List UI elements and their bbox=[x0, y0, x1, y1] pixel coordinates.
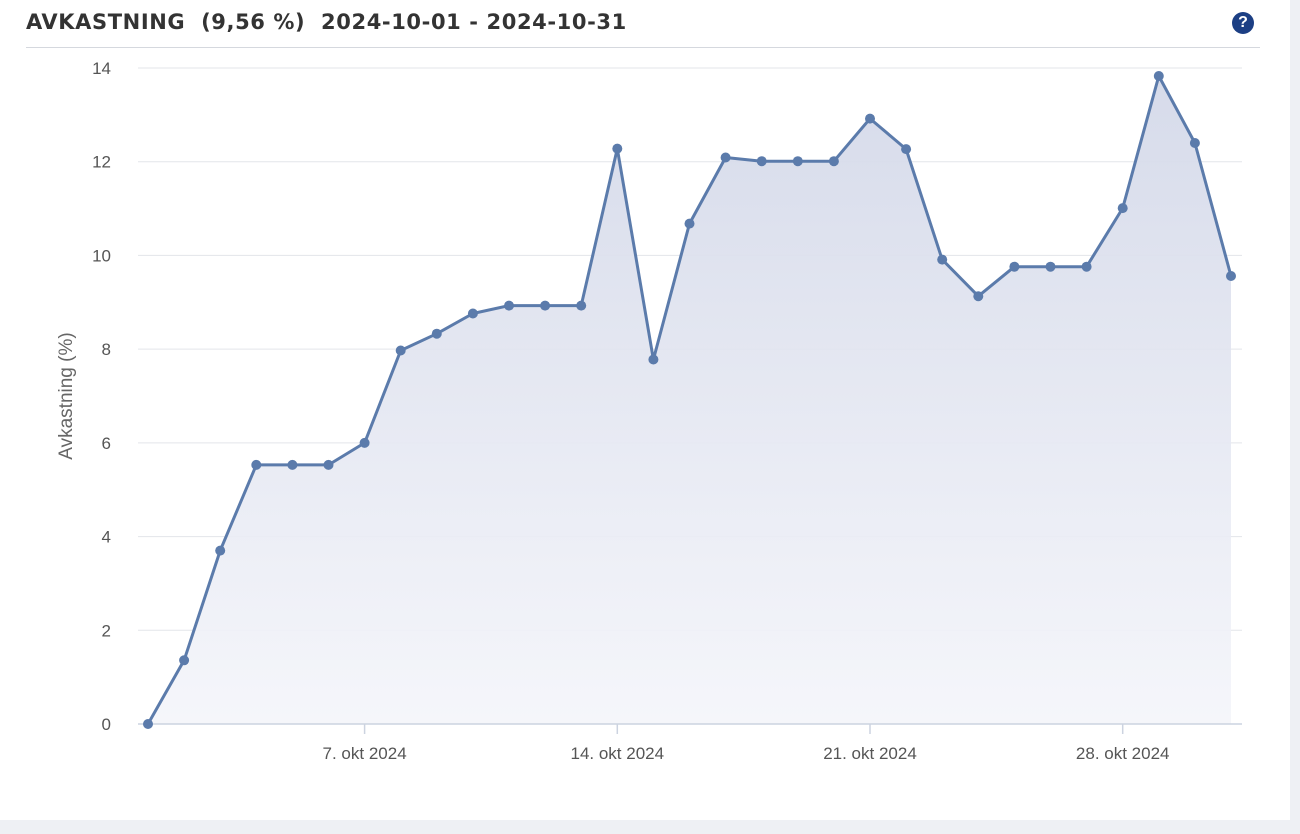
x-tick-label: 28. okt 2024 bbox=[1076, 744, 1170, 763]
data-point[interactable] bbox=[828, 156, 839, 167]
data-point[interactable] bbox=[612, 143, 623, 154]
data-point[interactable] bbox=[973, 291, 984, 302]
y-tick-label: 2 bbox=[102, 621, 111, 640]
data-point[interactable] bbox=[179, 655, 190, 666]
data-point[interactable] bbox=[504, 300, 514, 311]
data-point[interactable] bbox=[720, 152, 731, 163]
data-point[interactable] bbox=[1117, 203, 1128, 214]
data-point[interactable] bbox=[937, 254, 948, 265]
points-layer[interactable] bbox=[143, 71, 1236, 729]
y-tick-label: 4 bbox=[102, 528, 111, 547]
widget-title: AVKASTNING (9,56 %) 2024-10-01 - 2024-10… bbox=[26, 10, 627, 34]
data-point[interactable] bbox=[143, 719, 153, 729]
widget-header: AVKASTNING (9,56 %) 2024-10-01 - 2024-10… bbox=[26, 8, 1260, 48]
data-point[interactable] bbox=[1226, 271, 1236, 281]
series-area bbox=[148, 76, 1231, 724]
x-tick-label: 14. okt 2024 bbox=[571, 744, 665, 763]
y-tick-label: 10 bbox=[92, 246, 111, 265]
data-point[interactable] bbox=[540, 300, 551, 311]
data-point[interactable] bbox=[576, 300, 587, 311]
data-point[interactable] bbox=[323, 459, 334, 470]
data-point[interactable] bbox=[1081, 261, 1092, 272]
y-tick-label: 12 bbox=[92, 153, 111, 172]
data-point[interactable] bbox=[251, 459, 262, 470]
data-point[interactable] bbox=[1153, 71, 1164, 81]
data-point[interactable] bbox=[792, 156, 803, 167]
data-point[interactable] bbox=[467, 308, 478, 319]
data-point[interactable] bbox=[431, 328, 442, 339]
data-point[interactable] bbox=[756, 156, 767, 167]
data-point[interactable] bbox=[1009, 261, 1020, 272]
y-tick-label: 14 bbox=[92, 59, 111, 78]
y-tick-label: 8 bbox=[102, 340, 111, 359]
data-point[interactable] bbox=[865, 113, 875, 124]
data-point[interactable] bbox=[684, 218, 695, 229]
y-tick-label: 6 bbox=[102, 434, 111, 453]
x-tick-label: 7. okt 2024 bbox=[323, 744, 407, 763]
returns-chart: 0 2 4 6 8 10 12 14 7. okt 2024 14. okt 2024 21. ok… bbox=[56, 59, 1242, 763]
data-point[interactable] bbox=[359, 437, 370, 448]
y-axis-title: Avkastning (%) bbox=[56, 332, 77, 459]
data-point[interactable] bbox=[1189, 138, 1200, 148]
data-point[interactable] bbox=[215, 545, 226, 556]
data-point[interactable] bbox=[1045, 261, 1056, 272]
x-tick-label: 21. okt 2024 bbox=[823, 744, 917, 763]
data-point[interactable] bbox=[395, 345, 406, 356]
y-tick-label: 0 bbox=[102, 715, 111, 734]
data-point[interactable] bbox=[287, 459, 298, 470]
area-layer bbox=[148, 76, 1231, 724]
help-icon[interactable]: ? bbox=[1232, 12, 1254, 34]
axes: 0 2 4 6 8 10 12 14 7. okt 2024 14. okt 2024 21. ok… bbox=[56, 59, 1242, 763]
data-point[interactable] bbox=[901, 144, 912, 155]
returns-widget: AVKASTNING (9,56 %) 2024-10-01 - 2024-10… bbox=[0, 0, 1290, 820]
data-point[interactable] bbox=[648, 354, 659, 365]
